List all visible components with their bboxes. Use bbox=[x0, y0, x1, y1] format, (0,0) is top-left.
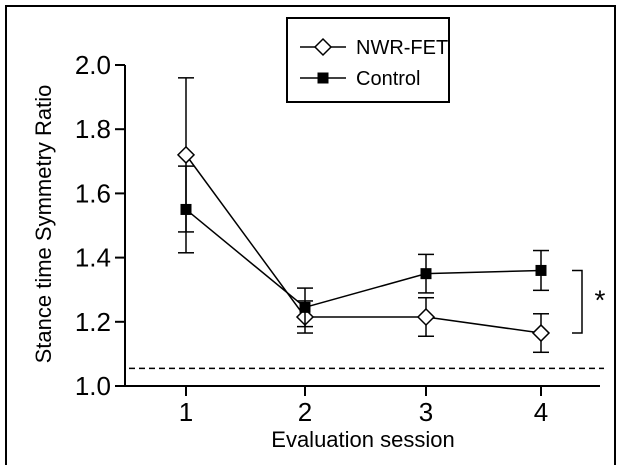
chart: 1.0 1.2 1.4 1.6 1.8 2.0 1 2 3 4 * NWR-FET Control… bbox=[31, 17, 606, 452]
series-control bbox=[178, 165, 549, 328]
square-marker bbox=[420, 268, 432, 280]
y-tick-label: 1.4 bbox=[75, 243, 111, 273]
series-line bbox=[185, 154, 542, 334]
square-marker bbox=[180, 203, 192, 215]
x-tick-label: 3 bbox=[419, 397, 433, 427]
y-axis: 1.0 1.2 1.4 1.6 1.8 2.0 bbox=[75, 50, 126, 401]
x-tick-label: 2 bbox=[298, 397, 312, 427]
x-axis: 1 2 3 4 bbox=[125, 385, 600, 427]
diamond-marker bbox=[531, 323, 551, 343]
y-tick-label: 1.8 bbox=[75, 114, 111, 144]
series-nwr-fet bbox=[176, 77, 551, 354]
y-tick-label: 1.6 bbox=[75, 178, 111, 208]
legend-entry: NWR-FET bbox=[300, 37, 448, 59]
y-tick-label: 2.0 bbox=[75, 50, 111, 80]
x-axis-label: Evaluation session bbox=[271, 427, 454, 452]
significance-annotation: * bbox=[572, 269, 606, 334]
series-layer bbox=[176, 77, 551, 354]
legend-label: NWR-FET bbox=[356, 37, 448, 59]
figure-frame bbox=[5, 5, 616, 465]
significance-bracket bbox=[572, 269, 583, 334]
series-line bbox=[185, 208, 542, 309]
legend-entry: Control bbox=[300, 68, 420, 90]
significance-star: * bbox=[595, 285, 606, 316]
legend: NWR-FET Control bbox=[286, 17, 450, 103]
x-tick-label: 1 bbox=[179, 397, 193, 427]
square-marker bbox=[299, 301, 311, 313]
square-marker bbox=[317, 72, 329, 84]
legend-label: Control bbox=[356, 68, 420, 90]
diamond-marker bbox=[176, 145, 196, 164]
y-tick-label: 1.0 bbox=[75, 371, 111, 401]
diamond-marker bbox=[313, 37, 333, 57]
y-axis-label: Stance time Symmetry Ratio bbox=[31, 85, 56, 364]
legend-box bbox=[286, 17, 450, 103]
diamond-marker bbox=[416, 307, 436, 327]
y-tick-label: 1.2 bbox=[75, 307, 111, 337]
square-marker bbox=[535, 264, 547, 276]
x-tick-label: 4 bbox=[534, 397, 548, 427]
